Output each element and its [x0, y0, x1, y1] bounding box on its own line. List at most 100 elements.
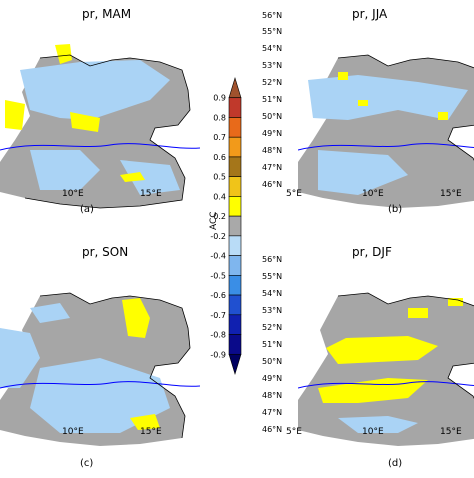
panel-a-title: pr, MAM [82, 7, 131, 21]
yellow-anomaly-region [5, 100, 25, 130]
colorbar-box [228, 294, 242, 316]
colorbar-box [228, 156, 242, 177]
lat-label: 56°N [262, 11, 282, 20]
lat-axis-b: 56°N 55°N 54°N 53°N 52°N 51°N 50°N 49°N … [262, 11, 282, 189]
yellow-anomaly-region [408, 308, 428, 318]
lon-label: 5°E [286, 189, 302, 199]
colorbar-tick-label: -0.8 [210, 331, 226, 340]
country-border [337, 292, 474, 399]
colorbar-box [228, 117, 242, 138]
colorbar-label: ACC [209, 211, 219, 230]
colorbar-tick-label: 0.2 [213, 212, 226, 221]
lat-label: 53°N [262, 61, 282, 70]
colorbar-box [228, 136, 242, 158]
colorbar-tick-label: 0.8 [213, 113, 226, 122]
lon-label: 15°E [440, 427, 462, 437]
river [298, 381, 474, 389]
lon-label: 5°E [286, 427, 302, 437]
colorbar-box [228, 76, 242, 99]
colorbar-ticks: 0.9 0.8 0.7 0.6 0.5 0.4 0.2 -0.2 -0.4 -0.5 -0.6 -0.… [210, 94, 226, 360]
panel-c-caption: (c) [80, 458, 93, 469]
lat-label: 46°N [262, 425, 282, 434]
colorbar-tick-label: 0.9 [213, 94, 226, 103]
lat-label: 51°N [262, 95, 282, 104]
colorbar-box [228, 314, 242, 335]
colorbar-box [228, 275, 242, 296]
blue-anomaly-region [318, 150, 408, 195]
lon-label: 10°E [62, 427, 84, 437]
lat-label: 52°N [262, 78, 282, 87]
lat-label: 49°N [262, 374, 282, 383]
lat-label: 48°N [262, 391, 282, 400]
colorbar-box [228, 255, 242, 276]
colorbar-tick-label: -0.6 [210, 291, 226, 300]
yellow-anomaly-region [358, 100, 368, 106]
country-border [337, 54, 474, 161]
lat-label: 54°N [262, 289, 282, 298]
yellow-anomaly-region [70, 112, 100, 132]
yellow-anomaly-region [338, 72, 348, 80]
colorbar-box [228, 97, 242, 118]
lon-label: 15°E [140, 189, 162, 199]
yellow-anomaly-region [438, 112, 448, 120]
blue-anomaly-region [338, 416, 418, 433]
colorbar-tick-label: -0.2 [210, 232, 226, 241]
blue-anomaly-region [20, 60, 170, 120]
colorbar-box [228, 176, 242, 197]
lat-label: 47°N [262, 408, 282, 417]
colorbar: 0.9 0.8 0.7 0.6 0.5 0.4 0.2 -0.2 -0.4 -0.5 -0.6 -0.… [209, 76, 242, 376]
river [298, 143, 474, 151]
panel-b-caption: (b) [388, 204, 402, 215]
panel-b-title: pr, JJA [352, 7, 388, 21]
yellow-anomaly-region [120, 172, 145, 182]
blue-anomaly-region [30, 303, 70, 323]
blue-anomaly-region [120, 160, 180, 195]
panel-d-caption: (d) [388, 458, 402, 469]
colorbar-tick-label: 0.6 [213, 153, 226, 162]
yellow-anomaly-region [122, 298, 150, 338]
colorbar-box [228, 196, 242, 217]
colorbar-boxes [228, 76, 242, 376]
lat-label: 50°N [262, 112, 282, 121]
lat-label: 55°N [262, 272, 282, 281]
colorbar-tick-label: -0.9 [210, 350, 226, 359]
colorbar-tick-label: 0.5 [213, 173, 226, 182]
panel-a: pr, MAM 10°E 15°E (a) [0, 7, 200, 215]
panel-b: pr, JJA 56°N 55°N 54°N 53°N 52°N 51°N 50… [262, 7, 474, 215]
colorbar-box [228, 334, 242, 355]
country-border [24, 54, 191, 209]
river [0, 143, 200, 151]
blue-anomaly-region [308, 75, 468, 120]
colorbar-box [228, 353, 242, 376]
lat-label: 56°N [262, 255, 282, 264]
lon-label: 10°E [62, 189, 84, 199]
yellow-anomaly-region [55, 44, 72, 64]
lat-label: 55°N [262, 27, 282, 36]
colorbar-tick-label: -0.7 [210, 311, 226, 320]
yellow-anomaly-region [326, 336, 438, 364]
lat-label: 50°N [262, 357, 282, 366]
country-border [39, 292, 191, 439]
river [0, 381, 200, 389]
yellow-anomaly-region [130, 414, 160, 430]
lat-label: 53°N [262, 306, 282, 315]
lon-label: 10°E [362, 427, 384, 437]
colorbar-tick-label: 0.7 [213, 133, 226, 142]
lat-label: 47°N [262, 163, 282, 172]
blue-anomaly-region [30, 358, 170, 433]
panel-d-title: pr, DJF [352, 245, 392, 259]
blue-anomaly-region [0, 328, 40, 388]
colorbar-tick-label: 0.4 [213, 192, 226, 201]
blue-anomaly-region [30, 150, 100, 190]
lat-axis-d: 56°N 55°N 54°N 53°N 52°N 51°N 50°N 49°N … [262, 255, 282, 434]
colorbar-box [228, 215, 242, 237]
panel-c: pr, SON 10°E 15°E (c) [0, 245, 200, 469]
lat-label: 46°N [262, 180, 282, 189]
colorbar-box [228, 235, 242, 256]
lat-label: 48°N [262, 146, 282, 155]
panel-a-caption: (a) [80, 204, 94, 215]
yellow-anomaly-region [448, 298, 463, 306]
panel-d: pr, DJF 56°N 55°N 54°N 53°N 52°N 51°N 50… [262, 245, 474, 469]
lat-label: 54°N [262, 44, 282, 53]
